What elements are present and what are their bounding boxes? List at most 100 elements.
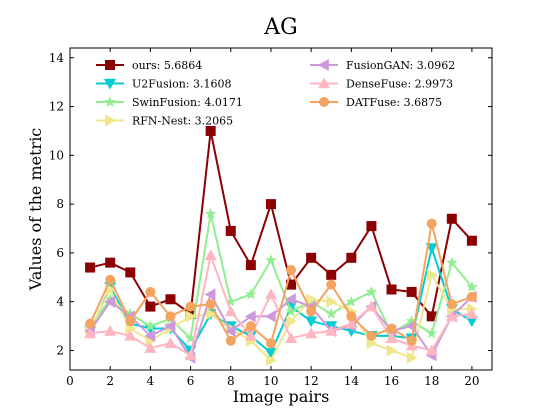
data-point-4-4 — [164, 320, 176, 333]
legend-marker-1 — [104, 78, 116, 90]
y-tick-label-2: 6 — [56, 246, 64, 260]
data-point-0-7 — [225, 225, 236, 236]
legend-label-5: DenseFuse: 2.9973 — [346, 78, 453, 91]
data-point-5-8 — [244, 329, 257, 341]
legend-marker-2 — [104, 96, 116, 107]
data-point-2-18 — [446, 256, 458, 268]
data-point-6-17 — [426, 218, 437, 229]
data-point-3-15 — [386, 344, 398, 357]
x-tick-label-10: 20 — [464, 374, 479, 388]
data-point-0-13 — [346, 252, 357, 263]
legend-marker-6 — [319, 97, 329, 107]
data-point-2-3 — [144, 320, 157, 331]
data-point-2-6 — [204, 207, 217, 219]
legend-entry-5: DenseFuse: 2.9973 — [310, 77, 453, 91]
data-point-0-6 — [205, 125, 216, 136]
data-point-2-16 — [405, 315, 418, 327]
plot-frame — [69, 47, 493, 371]
data-point-0-2 — [125, 267, 136, 278]
data-point-3-12 — [326, 295, 338, 308]
legend-label-3: RFN-Nest: 3.2065 — [132, 115, 233, 128]
legend-entry-1: U2Fusion: 3.1608 — [96, 78, 232, 91]
legend-marker-3 — [105, 114, 116, 127]
data-point-1-9 — [264, 348, 277, 359]
y-tick-label-1: 4 — [56, 295, 64, 309]
data-point-6-6 — [205, 299, 216, 310]
data-point-6-12 — [326, 279, 337, 290]
data-point-5-10 — [285, 332, 298, 344]
legend-marker-4 — [318, 59, 329, 71]
data-point-0-14 — [366, 221, 377, 232]
data-point-5-7 — [224, 305, 237, 317]
data-point-4-8 — [244, 310, 256, 323]
data-point-3-5 — [185, 310, 197, 323]
data-point-0-12 — [326, 269, 337, 280]
legend-label-2: SwinFusion: 4.0171 — [132, 96, 243, 109]
series-2 — [84, 207, 478, 344]
data-point-0-1 — [105, 257, 116, 268]
data-point-6-2 — [125, 316, 136, 327]
series-layer — [84, 125, 478, 367]
y-tick-label-5: 12 — [49, 100, 64, 114]
data-point-2-14 — [365, 285, 378, 297]
y-tick-label-3: 8 — [56, 197, 64, 211]
data-point-6-18 — [446, 299, 457, 310]
data-point-0-18 — [446, 213, 457, 224]
series-6 — [85, 218, 477, 349]
data-point-3-10 — [286, 315, 298, 328]
legend-entry-0: ours: 5.6864 — [96, 59, 202, 72]
legend-label-0: ours: 5.6864 — [132, 59, 202, 72]
data-point-0-16 — [406, 286, 417, 297]
data-point-4-3 — [144, 329, 156, 342]
x-tick-label-3: 6 — [187, 374, 195, 388]
x-tick-label-4: 8 — [227, 374, 235, 388]
data-point-3-16 — [406, 351, 418, 364]
data-point-2-12 — [325, 307, 337, 319]
data-point-0-10 — [286, 279, 297, 290]
data-point-6-10 — [286, 264, 297, 275]
series-0 — [85, 125, 477, 322]
data-point-6-11 — [306, 306, 317, 317]
data-point-1-11 — [305, 316, 318, 328]
data-point-6-0 — [85, 318, 96, 329]
data-point-4-10 — [285, 293, 296, 306]
data-point-0-11 — [306, 252, 317, 263]
legend-marker-5 — [318, 77, 330, 89]
data-point-5-18 — [445, 310, 458, 322]
data-point-6-5 — [185, 301, 196, 312]
y-axis-label: Values of the metric — [26, 128, 45, 292]
data-point-6-1 — [105, 274, 116, 285]
data-point-6-19 — [466, 291, 477, 302]
data-point-2-10 — [285, 305, 297, 317]
data-point-5-0 — [84, 327, 97, 339]
data-point-5-12 — [325, 324, 338, 336]
data-point-2-13 — [345, 295, 358, 307]
data-point-5-3 — [144, 342, 157, 353]
data-point-3-9 — [266, 354, 277, 367]
data-point-6-8 — [245, 321, 256, 332]
data-point-2-9 — [265, 254, 277, 266]
data-point-5-5 — [184, 349, 197, 361]
x-tick-label-7: 14 — [344, 374, 360, 388]
x-tick-label-9: 18 — [424, 374, 439, 388]
data-point-5-4 — [164, 337, 177, 348]
chart-title: AG — [263, 15, 297, 40]
data-point-0-15 — [386, 284, 397, 295]
legend-label-1: U2Fusion: 3.1608 — [132, 78, 232, 91]
data-point-6-15 — [386, 323, 397, 334]
data-point-3-17 — [426, 268, 438, 281]
data-point-5-11 — [305, 327, 318, 339]
legend-label-4: FusionGAN: 3.0962 — [346, 59, 455, 72]
x-tick-label-2: 4 — [147, 374, 155, 388]
data-point-1-3 — [144, 323, 157, 335]
data-point-6-13 — [346, 311, 357, 322]
data-point-4-1 — [104, 295, 115, 308]
data-point-5-2 — [124, 329, 137, 341]
y-tick-label-0: 2 — [56, 343, 64, 357]
x-tick-label-8: 16 — [384, 374, 399, 388]
data-point-2-8 — [245, 288, 257, 300]
data-point-6-4 — [165, 311, 176, 322]
data-point-3-11 — [306, 293, 318, 306]
x-axis-label: Image pairs — [233, 387, 330, 406]
data-point-1-19 — [465, 316, 478, 328]
